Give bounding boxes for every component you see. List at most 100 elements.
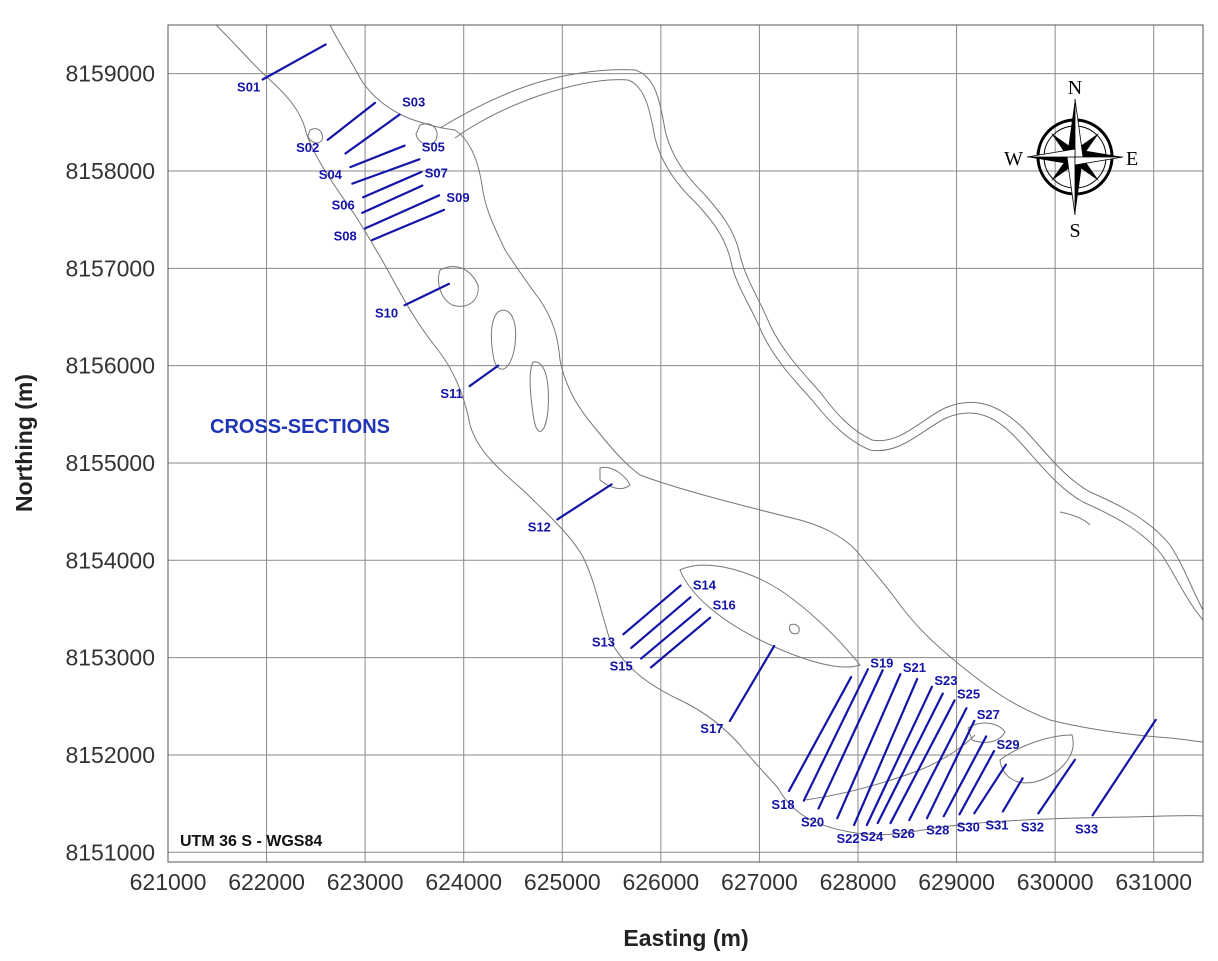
cross-section-s20 xyxy=(817,669,884,810)
cross-section-label-s17: S17 xyxy=(700,721,723,736)
right-side-channel xyxy=(1059,511,1091,526)
cross-section-label-s29: S29 xyxy=(996,737,1019,752)
cross-section-s27 xyxy=(925,719,976,820)
cross-section-s09 xyxy=(370,208,446,242)
x-tick-label-8: 629000 xyxy=(918,869,995,895)
cross-section-s32 xyxy=(1037,758,1076,815)
cross-section-s13 xyxy=(622,584,682,636)
island-3 xyxy=(529,361,549,432)
x-tick-label-5: 626000 xyxy=(622,869,699,895)
x-axis-title: Easting (m) xyxy=(623,925,748,951)
plot-frame xyxy=(167,24,1204,863)
cross-section-label-s06: S06 xyxy=(332,197,355,212)
compass-north-label: N xyxy=(1068,77,1082,99)
cross-section-label-s13: S13 xyxy=(592,634,615,649)
x-tick-label-9: 630000 xyxy=(1017,869,1094,895)
cross-section-label-s18: S18 xyxy=(771,797,794,812)
cross-section-label-s08: S08 xyxy=(334,228,357,243)
cross-section-label-s20: S20 xyxy=(801,814,824,829)
x-tick-label-1: 622000 xyxy=(228,869,305,895)
x-tick-label-6: 627000 xyxy=(721,869,798,895)
map-title: CROSS-SECTIONS xyxy=(210,416,390,438)
grid-lines xyxy=(167,25,1203,862)
cross-section-label-s19: S19 xyxy=(870,655,893,670)
cross-section-label-s12: S12 xyxy=(528,519,551,534)
cross-section-s30 xyxy=(973,763,1007,815)
cross-section-label-s28: S28 xyxy=(926,822,949,837)
cross-section-s06 xyxy=(362,170,423,199)
cross-section-label-s02: S02 xyxy=(296,140,319,155)
cross-section-label-s25: S25 xyxy=(957,686,980,701)
x-tick-label-0: 621000 xyxy=(130,869,207,895)
cross-section-label-s22: S22 xyxy=(836,831,859,846)
cross-section-s24 xyxy=(876,692,944,825)
cross-section-s05 xyxy=(351,158,421,185)
compass-east-label: E xyxy=(1126,148,1138,170)
cross-section-s01 xyxy=(261,43,327,81)
cross-section-label-s15: S15 xyxy=(610,659,633,674)
cross-section-s17 xyxy=(728,644,776,722)
cross-section-label-s16: S16 xyxy=(713,598,736,613)
cross-section-s07 xyxy=(361,184,424,214)
compass-west-label: W xyxy=(1004,148,1023,170)
cross-section-label-s30: S30 xyxy=(957,819,980,834)
river-right-bank xyxy=(329,24,1204,743)
y-axis-title: Northing (m) xyxy=(11,374,37,512)
island-10 xyxy=(789,623,800,635)
tributary-channel-inner xyxy=(454,79,1204,621)
cross-section-label-s09: S09 xyxy=(446,190,469,205)
island-6 xyxy=(599,466,631,490)
cross-section-label-s07: S07 xyxy=(425,166,448,181)
y-tick-label-2: 8153000 xyxy=(65,645,155,671)
cross-section-s03 xyxy=(344,113,401,155)
cross-sections xyxy=(261,43,1157,827)
compass-south-label: S xyxy=(1069,220,1080,242)
cross-section-labels: S01 S02 S03 S04 S05 S06 S07 S08 S09 S10 S11 S12 S13 S… xyxy=(237,80,1098,847)
cross-section-s33 xyxy=(1091,718,1157,817)
cross-section-s26 xyxy=(908,707,968,822)
x-tick-label-3: 624000 xyxy=(425,869,502,895)
cross-section-s25 xyxy=(889,699,956,825)
cross-section-s31 xyxy=(1001,777,1024,813)
x-tick-label-7: 628000 xyxy=(820,869,897,895)
cross-section-s15 xyxy=(640,607,702,660)
cross-section-s28 xyxy=(942,735,988,818)
x-tick-label-4: 625000 xyxy=(524,869,601,895)
cross-section-label-s27: S27 xyxy=(977,707,1000,722)
y-tick-label-7: 8158000 xyxy=(65,158,155,184)
y-tick-label-3: 8154000 xyxy=(65,547,155,573)
cross-section-s10 xyxy=(403,282,451,307)
compass-rose: N S E W xyxy=(1004,77,1138,242)
cross-section-s21 xyxy=(836,673,902,820)
river-outline xyxy=(215,24,1204,836)
cross-section-label-s05: S05 xyxy=(422,139,445,154)
cross-section-label-s31: S31 xyxy=(985,817,1008,832)
x-tick-labels: 621000 622000 623000 624000 625000 626000 6270… xyxy=(130,869,1192,895)
cross-section-s12 xyxy=(556,483,613,521)
x-tick-label-2: 623000 xyxy=(327,869,404,895)
cross-section-s22 xyxy=(852,677,919,827)
cross-section-s02 xyxy=(326,101,377,141)
y-tick-label-6: 8157000 xyxy=(65,255,155,281)
cross-section-label-s23: S23 xyxy=(934,673,957,688)
island-2 xyxy=(490,309,517,370)
island-7 xyxy=(679,564,861,668)
cross-section-s14 xyxy=(630,596,692,649)
river-left-bank xyxy=(215,24,1204,836)
cross-section-s23 xyxy=(865,685,934,827)
cross-section-label-s01: S01 xyxy=(237,80,260,95)
cross-section-label-s21: S21 xyxy=(903,660,926,675)
cross-section-label-s14: S14 xyxy=(693,577,717,592)
y-tick-labels: 8151000 8152000 8153000 8154000 8155000 81560… xyxy=(65,61,155,866)
y-tick-label-0: 8151000 xyxy=(65,839,155,865)
island-8 xyxy=(999,734,1074,784)
island-9 xyxy=(967,722,1006,743)
cross-section-s16 xyxy=(649,616,712,669)
cross-section-label-s11: S11 xyxy=(440,386,462,401)
island-5 xyxy=(307,128,323,144)
y-tick-label-8: 8159000 xyxy=(65,61,155,87)
cross-section-s29 xyxy=(958,749,996,816)
y-tick-label-5: 8156000 xyxy=(65,353,155,379)
cross-section-label-s32: S32 xyxy=(1021,819,1044,834)
